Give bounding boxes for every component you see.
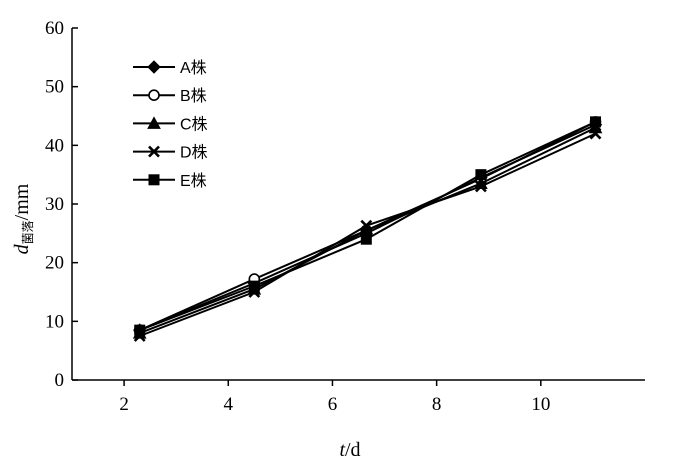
data-point: [360, 233, 372, 245]
data-point: [474, 180, 487, 193]
legend-item: B株: [133, 87, 207, 105]
y-tick-label: 30: [45, 194, 64, 215]
x-tick-label: 2: [119, 394, 129, 415]
y-axis-label: d菌落/mm: [11, 183, 35, 254]
data-point: [475, 169, 487, 181]
legend-label: C株: [180, 115, 208, 133]
legend-marker: [148, 174, 160, 186]
data-point: [248, 280, 260, 292]
series-layer: [132, 116, 603, 342]
x-tick-label: 4: [224, 394, 234, 415]
x-tick-label: 6: [328, 394, 338, 415]
x-axis: 2 4 6 8 10: [72, 379, 645, 415]
legend-item: E株: [133, 172, 207, 190]
y-tick-label: 60: [45, 18, 64, 39]
data-point: [134, 324, 146, 336]
series-5: [134, 116, 602, 336]
legend-label: A株: [180, 59, 207, 77]
y-tick-label: 0: [55, 370, 65, 391]
y-tick-label: 10: [45, 311, 64, 332]
legend-marker: [147, 116, 161, 129]
legend-item: C株: [133, 115, 208, 133]
legend-label: B株: [180, 87, 207, 105]
y-axis: 0 10 20 30 40 50 60: [45, 18, 78, 391]
x-tick-label: 8: [432, 394, 442, 415]
legend-marker: [148, 89, 160, 101]
y-tick-label: 40: [45, 135, 64, 156]
legend-label: E株: [180, 172, 207, 190]
x-tick-label: 10: [531, 394, 550, 415]
y-tick-label: 50: [45, 77, 64, 98]
data-point: [589, 127, 602, 140]
legend-marker: [147, 60, 161, 74]
legend-marker: [148, 145, 160, 158]
data-point: [590, 116, 602, 128]
legend-item: D株: [133, 144, 208, 162]
legend-item: A株: [133, 59, 207, 77]
legend: A株 B株 C株 D株 E株: [133, 59, 208, 190]
x-axis-label: t/d: [339, 439, 360, 459]
y-tick-label: 20: [45, 253, 64, 274]
legend-label: D株: [180, 144, 208, 162]
data-point: [360, 219, 373, 232]
